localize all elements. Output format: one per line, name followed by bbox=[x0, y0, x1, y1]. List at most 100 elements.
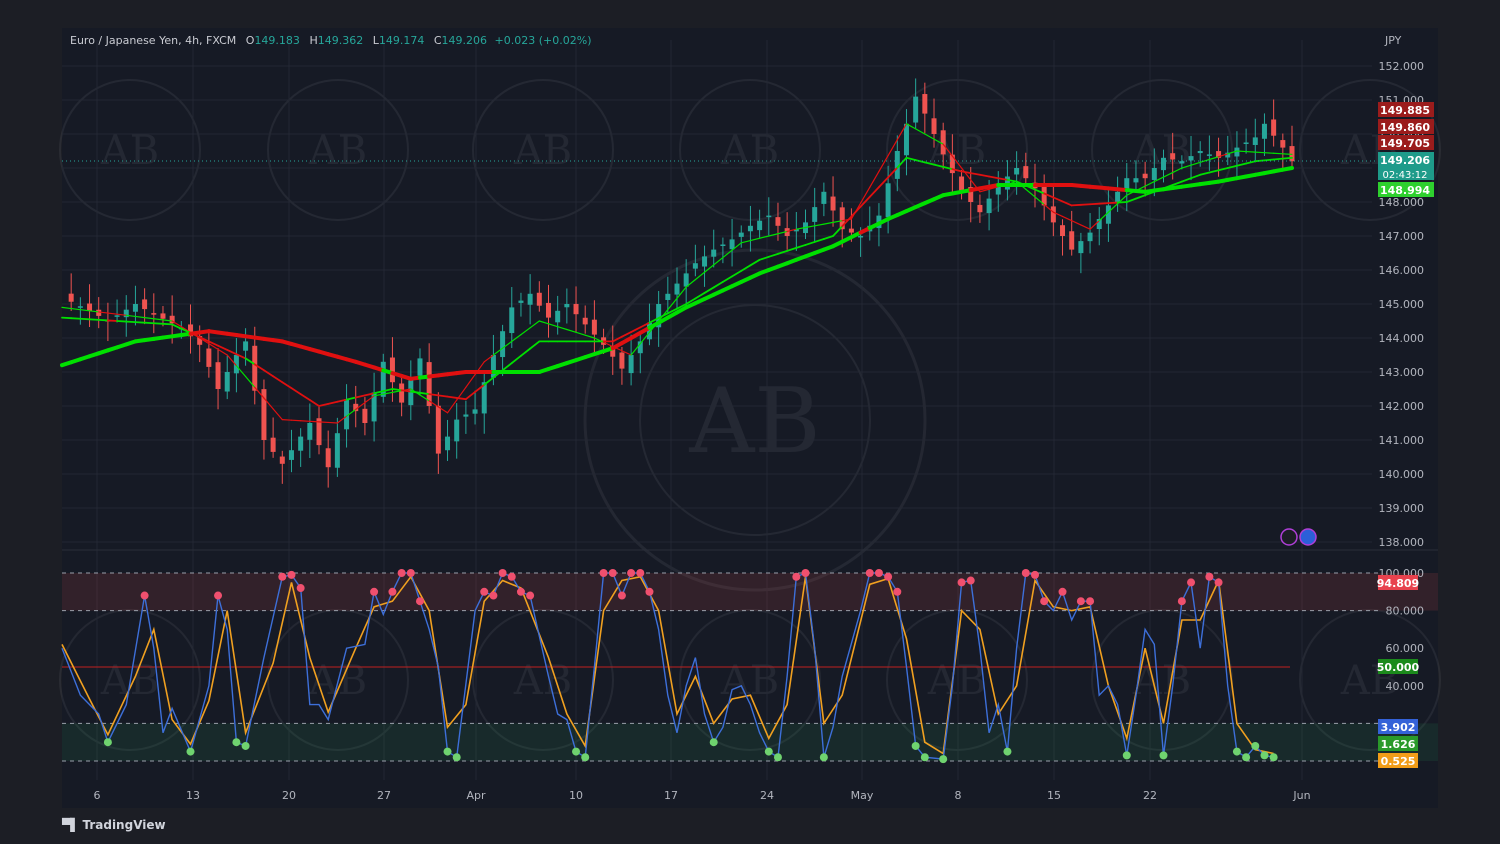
ema-fast-segment bbox=[244, 375, 256, 388]
ema-fast-segment bbox=[1181, 164, 1192, 169]
candle-body bbox=[692, 263, 698, 269]
candle-body bbox=[1151, 168, 1157, 180]
watermark-seal bbox=[59, 79, 201, 221]
ema-fast-segment bbox=[694, 271, 706, 281]
candle-body bbox=[665, 293, 671, 300]
overbought-dot bbox=[893, 587, 902, 596]
ema-fast-segment bbox=[630, 343, 641, 356]
oversold-dot bbox=[1003, 747, 1012, 756]
globe-icon[interactable] bbox=[1299, 528, 1317, 546]
ema-mid-segment bbox=[767, 252, 779, 258]
overbought-dot bbox=[480, 587, 489, 596]
ema-fast-segment bbox=[722, 249, 733, 259]
ema-mid-segment bbox=[373, 390, 385, 395]
overbought-dot bbox=[874, 569, 883, 577]
ema-fast-segment bbox=[1034, 196, 1045, 206]
watermark-seal bbox=[1299, 609, 1441, 751]
ema-mid-segment bbox=[162, 322, 174, 326]
ema-fast-segment bbox=[1245, 150, 1256, 153]
ema-fast-segment bbox=[933, 138, 944, 145]
ema-fast-segment bbox=[859, 186, 871, 204]
stoch-tick-label: 40.000 bbox=[1386, 680, 1425, 693]
candle-body bbox=[426, 362, 432, 406]
ema-fast-segment bbox=[345, 408, 357, 417]
oversold-zone bbox=[62, 723, 1438, 761]
ema-mid-segment bbox=[235, 353, 247, 360]
oversold-dot bbox=[1251, 741, 1260, 750]
ema-mid-segment bbox=[731, 269, 743, 278]
ema-fast-segment bbox=[759, 235, 770, 239]
oversold-dot bbox=[920, 753, 929, 762]
ema-mid-segment bbox=[263, 369, 275, 378]
ema-mid-segment bbox=[676, 303, 688, 310]
overbought-dot bbox=[140, 591, 149, 600]
candle-body bbox=[215, 362, 221, 389]
ema-mid-segment bbox=[1098, 202, 1110, 205]
ema-mid-segment bbox=[1236, 162, 1248, 167]
candle-body bbox=[711, 249, 717, 257]
candle-body bbox=[1179, 161, 1185, 164]
oversold-dot bbox=[241, 741, 250, 750]
candle-body bbox=[968, 187, 974, 202]
candle-body bbox=[931, 118, 937, 134]
oversold-dot bbox=[452, 753, 461, 762]
candle-body bbox=[233, 355, 239, 374]
candle-body bbox=[399, 383, 405, 403]
oversold-dot bbox=[572, 747, 581, 756]
ema-mid-segment bbox=[299, 393, 311, 401]
time-tick-label: 6 bbox=[94, 789, 101, 802]
ema-fast-segment bbox=[290, 419, 302, 422]
time-tick-label: 8 bbox=[955, 789, 962, 802]
ema-fast-segment bbox=[79, 309, 91, 312]
candle-body bbox=[977, 204, 983, 213]
candle-body bbox=[959, 176, 965, 192]
ema-fast-segment bbox=[1089, 220, 1100, 230]
candle-body bbox=[1271, 119, 1277, 136]
ema-fast-segment bbox=[869, 170, 880, 188]
ema-mid-segment bbox=[887, 166, 899, 179]
ema-fast-segment bbox=[685, 279, 696, 288]
overbought-dot bbox=[1040, 597, 1049, 606]
candle-body bbox=[729, 239, 735, 250]
ema-fast-segment bbox=[823, 221, 834, 225]
ema-fast-segment bbox=[162, 319, 173, 322]
ema-fast-segment bbox=[199, 337, 210, 345]
ema-mid-segment bbox=[501, 362, 513, 372]
symbol-title[interactable]: Euro / Japanese Yen, 4h, FXCM bbox=[70, 34, 237, 47]
ema-fast-segment bbox=[492, 347, 504, 356]
time-tick-label: Jun bbox=[1292, 789, 1310, 802]
symbol-legend: Euro / Japanese Yen, 4h, FXCM O149.183 H… bbox=[70, 34, 592, 47]
candle-body bbox=[509, 307, 515, 334]
candle-body bbox=[747, 225, 753, 232]
stoch-label-text: 0.525 bbox=[1381, 755, 1416, 768]
ema-mid bbox=[61, 156, 1293, 407]
oversold-dot bbox=[764, 747, 773, 756]
oversold-dot bbox=[186, 747, 195, 756]
candle-body bbox=[316, 418, 322, 446]
watermark-seal bbox=[886, 609, 1028, 751]
lightning-icon[interactable] bbox=[1280, 528, 1298, 546]
candle-body bbox=[1261, 123, 1267, 139]
candle-body bbox=[885, 183, 891, 218]
candle-body bbox=[922, 94, 928, 114]
ema-mid-segment bbox=[1199, 171, 1211, 176]
ema-fast-segment bbox=[749, 237, 761, 242]
ema-fast-segment bbox=[960, 167, 972, 181]
ema-mid-segment bbox=[1034, 188, 1046, 195]
ema-mid-segment bbox=[400, 389, 412, 393]
oversold-dot bbox=[1242, 753, 1251, 762]
overbought-dot bbox=[214, 591, 223, 600]
tradingview-logo[interactable]: ▀▌ TradingView bbox=[62, 818, 166, 832]
ema-fast-segment bbox=[144, 317, 155, 320]
ema-mid-segment bbox=[850, 205, 862, 218]
ema-fast-segment bbox=[832, 220, 843, 223]
ema-mid-segment bbox=[382, 388, 394, 393]
candle-body bbox=[683, 273, 689, 287]
ema-mid-segment bbox=[437, 394, 449, 398]
stoch-label-text: 1.626 bbox=[1381, 738, 1416, 751]
ema-mid-segment bbox=[868, 186, 880, 198]
ema-mid-segment bbox=[905, 156, 917, 161]
price-label-text: 149.860 bbox=[1380, 121, 1430, 134]
